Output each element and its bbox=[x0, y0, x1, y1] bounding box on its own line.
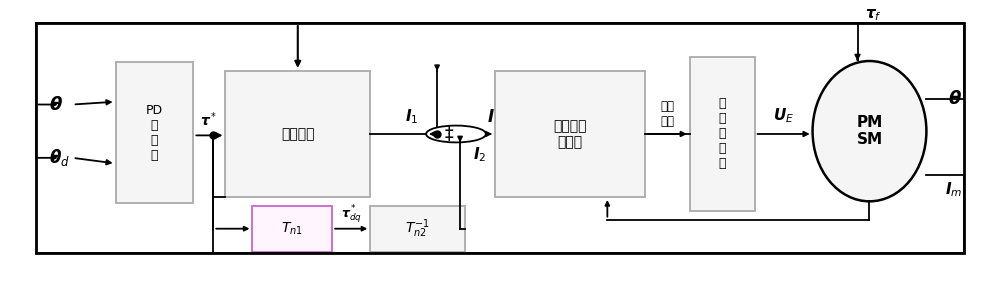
Text: $\boldsymbol{\tau}_{dq}^*$: $\boldsymbol{\tau}_{dq}^*$ bbox=[341, 204, 362, 226]
Text: PD
控
制
器: PD 控 制 器 bbox=[146, 103, 163, 162]
Text: +: + bbox=[443, 124, 454, 137]
FancyBboxPatch shape bbox=[116, 62, 193, 203]
Text: $\boldsymbol{\tau}^*$: $\boldsymbol{\tau}^*$ bbox=[200, 111, 217, 129]
Text: 开关信号
发生器: 开关信号 发生器 bbox=[553, 119, 587, 149]
Text: $\boldsymbol{\theta}_d$: $\boldsymbol{\theta}_d$ bbox=[49, 147, 70, 168]
Text: $T_{n1}$: $T_{n1}$ bbox=[281, 221, 303, 237]
Ellipse shape bbox=[813, 61, 926, 201]
Text: 开关
信号: 开关 信号 bbox=[660, 100, 674, 128]
FancyBboxPatch shape bbox=[225, 71, 370, 197]
Text: $T_{n2}^{-1}$: $T_{n2}^{-1}$ bbox=[405, 217, 430, 240]
Text: $\boldsymbol{I}_1$: $\boldsymbol{I}_1$ bbox=[405, 108, 419, 127]
Text: 功
率
变
换
器: 功 率 变 换 器 bbox=[718, 98, 726, 171]
FancyBboxPatch shape bbox=[36, 23, 964, 253]
Text: $\boldsymbol{\theta}$: $\boldsymbol{\theta}$ bbox=[948, 90, 962, 108]
Circle shape bbox=[426, 125, 486, 142]
FancyBboxPatch shape bbox=[690, 57, 755, 211]
Text: $\boldsymbol{I}_m$: $\boldsymbol{I}_m$ bbox=[945, 181, 962, 199]
FancyBboxPatch shape bbox=[370, 206, 465, 252]
FancyBboxPatch shape bbox=[495, 71, 645, 197]
Text: $\boldsymbol{I}_2$: $\boldsymbol{I}_2$ bbox=[473, 146, 487, 164]
Text: $\boldsymbol{\theta}$: $\boldsymbol{\theta}$ bbox=[49, 96, 62, 114]
Text: +: + bbox=[443, 131, 454, 144]
Text: $\boldsymbol{I}$: $\boldsymbol{I}$ bbox=[487, 108, 494, 126]
FancyBboxPatch shape bbox=[252, 206, 332, 252]
Text: 转矩分配: 转矩分配 bbox=[281, 127, 315, 141]
Text: PM
SM: PM SM bbox=[856, 115, 883, 147]
Text: $\boldsymbol{\tau}_f$: $\boldsymbol{\tau}_f$ bbox=[865, 7, 882, 23]
Text: $\boldsymbol{U}_E$: $\boldsymbol{U}_E$ bbox=[773, 106, 794, 125]
